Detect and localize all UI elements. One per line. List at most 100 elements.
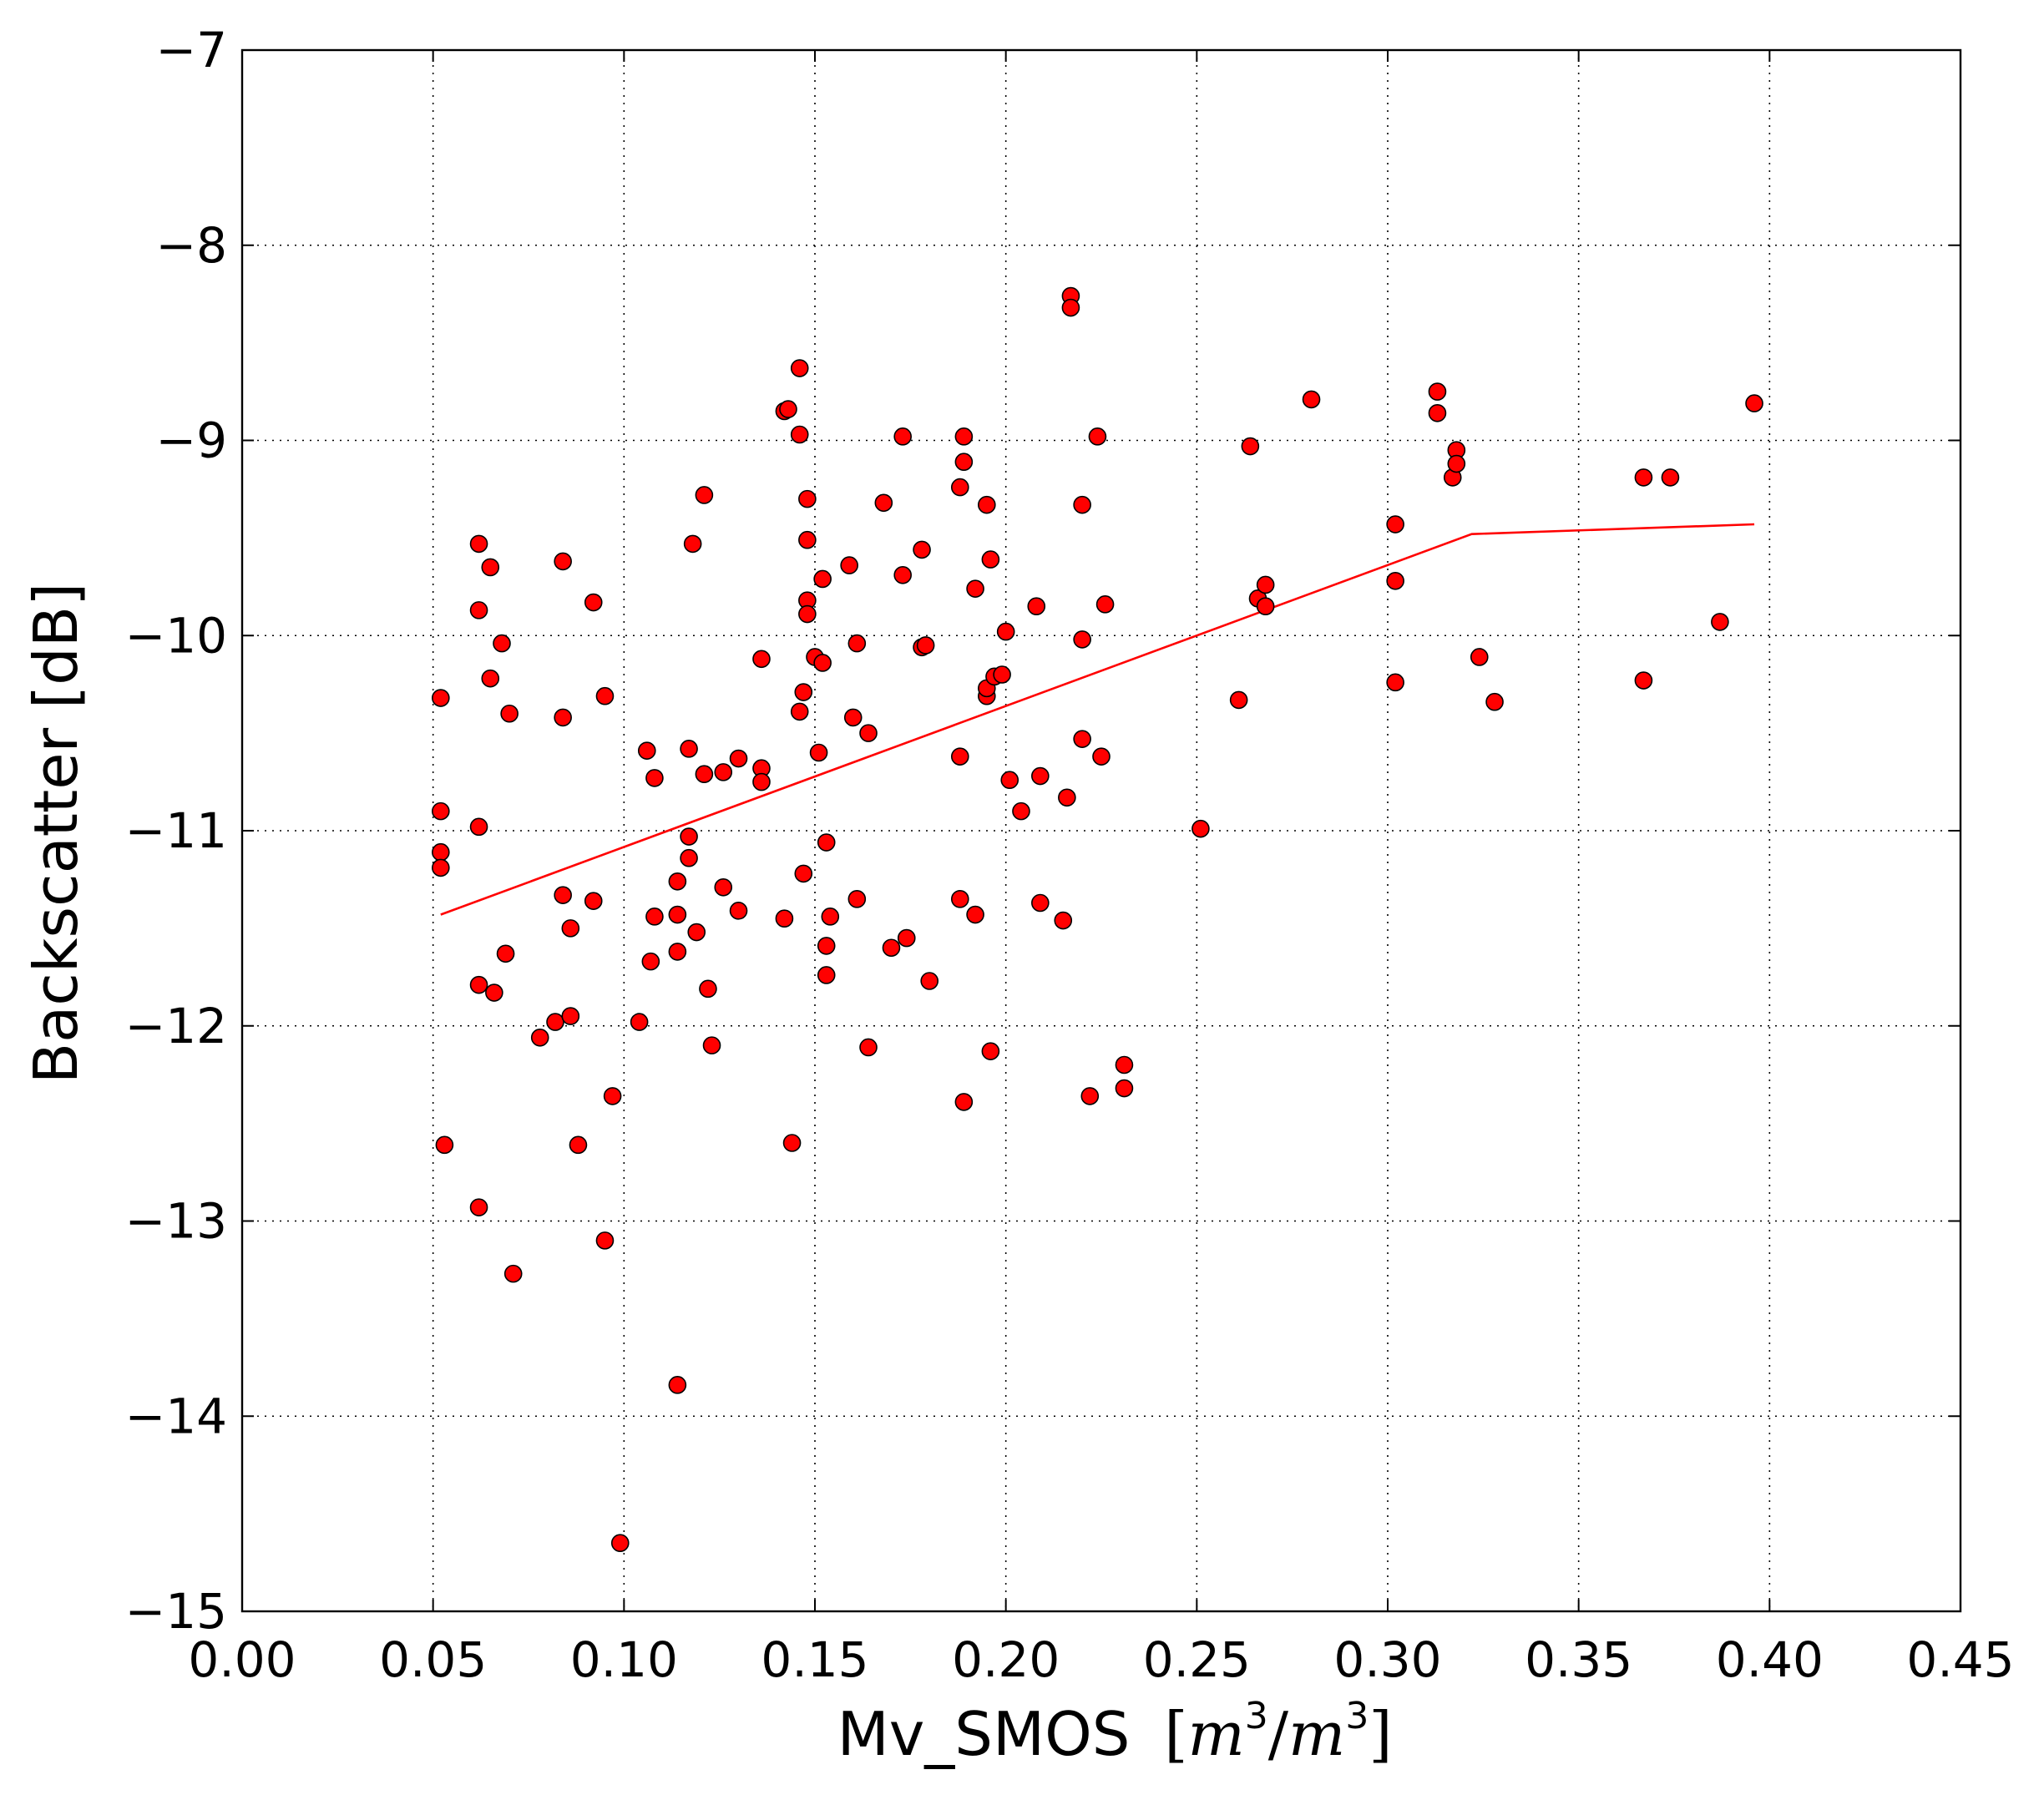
x-axis-title: Mv_SMOS [m3/m3] bbox=[837, 1695, 1393, 1769]
data-point bbox=[813, 654, 832, 672]
data-point bbox=[1745, 394, 1763, 412]
data-point bbox=[893, 427, 912, 446]
data-point bbox=[645, 908, 664, 926]
data-point bbox=[1386, 515, 1404, 533]
data-point bbox=[1073, 730, 1091, 748]
data-point bbox=[432, 689, 450, 707]
y-tick-labels: −15 −14 −13 −12 −11 −10 −9 −8 −7 bbox=[125, 22, 227, 1640]
data-point bbox=[1711, 613, 1729, 631]
y-tick-label: −10 bbox=[125, 607, 227, 664]
data-point bbox=[569, 1135, 588, 1155]
data-point bbox=[913, 540, 931, 559]
y-tick-label: −11 bbox=[125, 802, 227, 859]
data-point bbox=[561, 919, 580, 938]
data-point bbox=[561, 1007, 580, 1025]
x-tick-label: 0.05 bbox=[379, 1631, 487, 1688]
y-tick-label: −9 bbox=[156, 412, 228, 469]
data-point bbox=[782, 1134, 802, 1152]
data-point bbox=[702, 1036, 721, 1054]
data-point bbox=[790, 702, 809, 721]
data-point bbox=[1073, 495, 1091, 514]
data-point bbox=[752, 650, 771, 669]
data-point bbox=[496, 944, 515, 963]
data-point bbox=[966, 905, 984, 924]
fit-line bbox=[440, 523, 1755, 916]
data-point bbox=[978, 495, 996, 514]
data-point bbox=[668, 1376, 687, 1394]
data-point bbox=[1634, 671, 1653, 690]
data-point bbox=[554, 886, 572, 904]
data-point bbox=[1386, 571, 1404, 590]
y-tick-label: −14 bbox=[125, 1388, 227, 1444]
data-points bbox=[432, 286, 1763, 1552]
y-tick-label: −12 bbox=[125, 998, 227, 1054]
data-point bbox=[1661, 468, 1680, 487]
y-tick-label: −8 bbox=[156, 217, 228, 274]
data-point bbox=[775, 909, 794, 928]
data-point bbox=[1012, 801, 1030, 821]
data-point bbox=[469, 1198, 488, 1216]
data-point bbox=[683, 534, 702, 554]
data-point bbox=[500, 704, 519, 723]
data-point bbox=[432, 801, 450, 821]
x-axis-unit-exp2: 3 bbox=[1345, 1695, 1369, 1737]
data-point bbox=[882, 938, 901, 958]
data-point bbox=[813, 569, 832, 589]
x-axis-unit-m1: m bbox=[1188, 1699, 1245, 1769]
data-point bbox=[798, 489, 817, 508]
data-point bbox=[794, 683, 813, 701]
data-point bbox=[554, 708, 572, 727]
y-tick-label: −7 bbox=[156, 22, 228, 78]
data-point bbox=[603, 1087, 622, 1105]
data-point bbox=[1447, 454, 1466, 473]
data-point bbox=[966, 579, 984, 598]
data-point bbox=[645, 769, 664, 787]
data-point bbox=[1092, 747, 1111, 766]
data-point bbox=[432, 858, 450, 877]
data-point bbox=[668, 943, 687, 961]
data-point bbox=[1031, 893, 1050, 913]
data-point bbox=[1470, 648, 1489, 666]
data-point bbox=[847, 634, 867, 653]
data-point bbox=[840, 556, 858, 574]
data-point bbox=[798, 530, 817, 549]
x-tick-label: 0.40 bbox=[1716, 1631, 1824, 1688]
data-point bbox=[595, 1231, 615, 1250]
data-point bbox=[729, 749, 748, 768]
data-point bbox=[821, 908, 840, 926]
data-point bbox=[680, 827, 698, 846]
data-point bbox=[1080, 1087, 1100, 1105]
data-point bbox=[554, 552, 572, 571]
x-axis-unit-m2: m bbox=[1288, 1699, 1345, 1769]
data-point bbox=[798, 604, 817, 624]
x-tick-label: 0.45 bbox=[1906, 1631, 2014, 1688]
data-point bbox=[847, 890, 867, 908]
data-point bbox=[954, 427, 974, 446]
data-point bbox=[794, 864, 813, 883]
data-point bbox=[435, 1135, 454, 1155]
x-tick-label: 0.30 bbox=[1333, 1631, 1441, 1688]
data-point bbox=[1073, 630, 1091, 649]
data-point bbox=[469, 601, 488, 619]
data-point bbox=[1229, 690, 1248, 710]
data-point bbox=[1191, 819, 1210, 838]
data-point bbox=[1115, 1055, 1134, 1074]
data-point bbox=[993, 665, 1011, 684]
data-point bbox=[699, 979, 717, 999]
data-point bbox=[817, 966, 836, 984]
data-point bbox=[680, 848, 698, 867]
data-point bbox=[874, 493, 893, 513]
data-point bbox=[1241, 437, 1260, 456]
data-point bbox=[859, 1038, 878, 1057]
y-axis-title: Backscatter [dB] bbox=[21, 583, 91, 1085]
data-point bbox=[530, 1028, 549, 1047]
data-point bbox=[1428, 382, 1447, 401]
data-point bbox=[981, 1042, 1000, 1060]
x-tick-label: 0.15 bbox=[761, 1631, 868, 1688]
data-point bbox=[610, 1534, 630, 1552]
data-point bbox=[954, 1093, 974, 1111]
data-point bbox=[1095, 595, 1115, 614]
data-point bbox=[481, 669, 500, 688]
